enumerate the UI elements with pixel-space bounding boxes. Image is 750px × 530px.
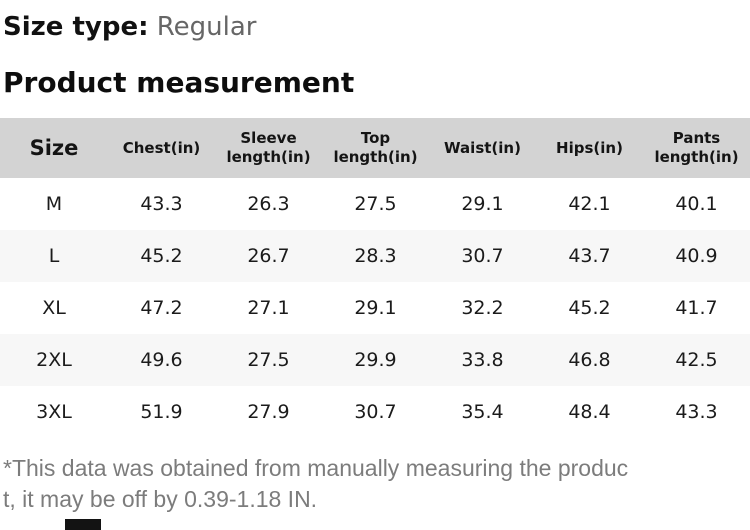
table-cell: 29.9 [322, 334, 429, 386]
table-cell: 33.8 [429, 334, 536, 386]
table-cell: 26.3 [247, 193, 290, 215]
table-row: 2XL 49.6 27.5 29.9 33.8 46.8 42.5 [0, 334, 750, 386]
column-header-sleeve-length: Sleeve length(in) [215, 118, 322, 178]
table-cell: 45.2 [568, 297, 611, 319]
table-cell: 27.5 [215, 334, 322, 386]
disclaimer-line-1: *This data was obtained from manually me… [3, 455, 629, 481]
table-cell: 42.5 [643, 334, 750, 386]
column-header-size: Size [0, 118, 108, 178]
column-header-pants-length: Pants length(in) [643, 118, 750, 178]
disclaimer-line-2: t, it may be off by 0.39-1.18 IN. [3, 486, 318, 512]
table-cell: 43.3 [675, 401, 718, 423]
table-cell: 46.8 [536, 334, 643, 386]
table-cell: 43.7 [536, 230, 643, 282]
table-cell: 27.9 [247, 401, 290, 423]
size-cell: 3XL [36, 401, 72, 423]
column-header-top-length: Top length(in) [322, 118, 429, 178]
table-row: L 45.2 26.7 28.3 30.7 43.7 40.9 [0, 230, 750, 282]
table-cell: 29.1 [354, 297, 397, 319]
size-type-value: Regular [156, 12, 257, 42]
table-cell: 27.1 [247, 297, 290, 319]
size-cell: XL [42, 297, 66, 319]
size-cell: 2XL [0, 334, 108, 386]
table-cell: 48.4 [568, 401, 611, 423]
page-title: Product measurement [3, 66, 355, 99]
table-cell: 35.4 [461, 401, 504, 423]
column-header-waist: Waist(in) [429, 118, 536, 178]
column-header-chest: Chest(in) [108, 118, 215, 178]
table-row: M 43.3 26.3 27.5 29.1 42.1 40.1 [0, 178, 750, 230]
table-header-row: Size Chest(in) Sleeve length(in) Top len… [0, 118, 750, 178]
table-cell: 28.3 [322, 230, 429, 282]
table-cell: 26.7 [215, 230, 322, 282]
measurement-disclaimer: *This data was obtained from manually me… [3, 453, 750, 515]
size-cell: M [45, 193, 63, 215]
table-cell: 30.7 [354, 401, 397, 423]
size-cell: L [0, 230, 108, 282]
table-row: XL 47.2 27.1 29.1 32.2 45.2 41.7 [0, 282, 750, 334]
table-cell: 42.1 [568, 193, 611, 215]
table-cell: 29.1 [461, 193, 504, 215]
partially-visible-element [65, 519, 101, 530]
table-cell: 40.9 [643, 230, 750, 282]
table-cell: 49.6 [108, 334, 215, 386]
table-cell: 47.2 [140, 297, 183, 319]
measurement-table: Size Chest(in) Sleeve length(in) Top len… [0, 118, 750, 438]
table-cell: 32.2 [461, 297, 504, 319]
table-cell: 41.7 [675, 297, 718, 319]
table-cell: 45.2 [108, 230, 215, 282]
column-header-hips: Hips(in) [536, 118, 643, 178]
table-row: 3XL 51.9 27.9 30.7 35.4 48.4 43.3 [0, 386, 750, 438]
table-cell: 30.7 [429, 230, 536, 282]
size-type-row: Size type: Regular [3, 12, 256, 42]
size-type-label: Size type: [3, 12, 149, 42]
table-cell: 40.1 [675, 193, 718, 215]
table-cell: 43.3 [140, 193, 183, 215]
table-cell: 27.5 [354, 193, 397, 215]
table-cell: 51.9 [140, 401, 183, 423]
